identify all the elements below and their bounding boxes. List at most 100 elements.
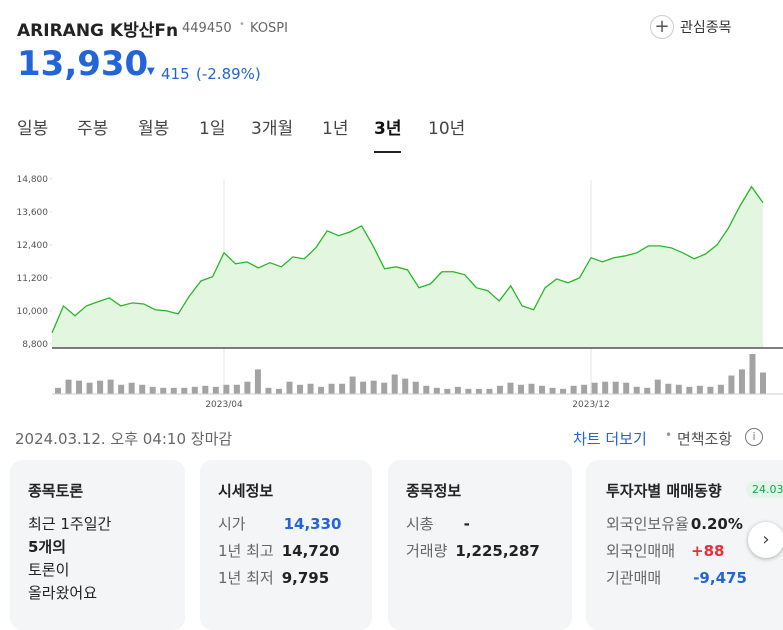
label: 시총 — [406, 515, 434, 533]
volume-bar — [528, 383, 535, 394]
card-title: 시세정보 — [218, 482, 274, 500]
row: 1년 최저 9,795 — [218, 567, 329, 588]
volume-bar — [244, 381, 251, 394]
volume-bar — [254, 369, 261, 394]
text: 5개의 — [28, 538, 67, 556]
volume-bar — [738, 369, 745, 394]
volume-bar — [160, 387, 167, 394]
volume-bar — [65, 379, 72, 394]
volume-bar — [349, 376, 356, 394]
row: 외국인매매 +88 — [606, 540, 724, 561]
info-icon[interactable]: i — [745, 428, 763, 446]
volume-bar — [760, 372, 766, 394]
tab[interactable]: 3년 — [374, 114, 402, 153]
stock-name: ARIRANG K방산Fn — [17, 21, 179, 41]
tab[interactable]: 월봉 — [138, 119, 170, 139]
label: 외국인매매 — [606, 542, 676, 560]
next-button[interactable]: › — [748, 522, 783, 558]
volume-bar — [602, 381, 609, 394]
volume-bar — [717, 384, 724, 394]
quote-card[interactable]: 시세정보 시가 14,330 1년 최고 14,720 1년 최저 9,795 — [200, 460, 372, 630]
volume-bar — [433, 387, 440, 394]
volume-bar — [328, 383, 335, 394]
volume-bar — [507, 382, 514, 394]
volume-bar — [686, 386, 693, 394]
y-tick-label: 8,800 — [22, 340, 48, 350]
row: 거래량 1,225,287 — [406, 540, 540, 561]
volume-bar — [581, 384, 588, 394]
volume-bar — [118, 384, 125, 394]
label: 1년 최고 — [218, 542, 274, 560]
row: 외국인보유율 0.20% — [606, 513, 743, 534]
volume-bar — [707, 386, 714, 394]
tab[interactable]: 1일 — [199, 119, 226, 139]
volume-bar — [391, 374, 398, 394]
volume-bar — [454, 386, 461, 394]
time: 2024.03.12. 오후 04:10 장마감 — [15, 430, 233, 448]
sep: • — [665, 428, 673, 442]
volume-bar — [402, 378, 409, 394]
tab[interactable]: 10년 — [428, 119, 466, 139]
tab[interactable]: 3개월 — [251, 119, 294, 139]
volume-bar — [444, 388, 451, 394]
tab[interactable]: 일봉 — [17, 119, 49, 139]
volume-bar — [749, 354, 756, 394]
disclaimer[interactable]: 면책조항 — [677, 430, 733, 448]
value: -9,475 — [693, 569, 747, 587]
y-tick-label: 12,400 — [17, 241, 49, 251]
label: 시가 — [218, 515, 246, 533]
more-link[interactable]: 차트 더보기 — [573, 430, 647, 448]
volume-bar — [360, 381, 367, 394]
price-line — [51, 185, 764, 334]
value: +88 — [691, 542, 725, 560]
discussion-card[interactable]: 종목토론 최근 1주일간 5개의 토론이 올라왔어요 — [10, 460, 185, 630]
card-title: 종목토론 — [28, 482, 84, 500]
tab[interactable]: 주봉 — [77, 119, 109, 139]
volume-bar — [170, 387, 177, 394]
volume-bar — [181, 387, 188, 394]
row: 기관매매 -9,475 — [606, 567, 747, 588]
plus-icon[interactable]: + — [650, 15, 674, 39]
label: 1년 최저 — [218, 569, 274, 587]
value: 9,795 — [281, 569, 330, 587]
volume-bar — [233, 384, 240, 394]
volume-bar — [370, 380, 377, 394]
y-tick-label: 11,200 — [17, 274, 49, 284]
value: - — [463, 515, 470, 533]
change: 415 — [161, 65, 190, 83]
card-title: 투자자별 매매동향 — [606, 482, 722, 500]
volume-bar — [223, 384, 230, 394]
text: 토론이 — [28, 561, 70, 579]
volume-bar — [265, 387, 272, 394]
change-pct: (-2.89%) — [196, 65, 261, 83]
card-title: 종목정보 — [406, 482, 462, 500]
chart: 2023/04 2023/12 8,800 10,000 11,200 12,400 13,… — [17, 175, 783, 410]
volume-bar — [307, 383, 314, 394]
market: KOSPI — [250, 21, 288, 36]
y-tick-label: 14,800 — [17, 175, 49, 185]
x-tick-label: 2023/12 — [572, 400, 609, 410]
volume-bar — [486, 388, 493, 394]
label: 거래량 — [406, 542, 448, 560]
volume-bar — [286, 381, 293, 394]
volume-bar — [381, 382, 388, 394]
page: ARIRANG K방산Fn 449450 • KOSPI + 관심종목 13,9… — [10, 15, 783, 630]
text: 최근 1주일간 — [28, 515, 112, 533]
x-tick-label: 2023/04 — [205, 400, 243, 410]
volume-bar — [465, 388, 472, 394]
volume-bar — [139, 384, 146, 394]
volume-bar — [633, 386, 640, 394]
stock-code: 449450 — [182, 21, 232, 36]
volume-bar — [675, 384, 682, 394]
volume-bar — [107, 379, 114, 394]
tab[interactable]: 1년 — [322, 119, 349, 139]
info-card[interactable]: 종목정보 시총 - 거래량 1,225,287 — [388, 460, 572, 630]
volume-bar — [212, 386, 219, 394]
price: 13,930 — [17, 44, 149, 84]
volume-bar — [128, 382, 135, 394]
watch-button[interactable]: 관심종목 — [680, 20, 732, 36]
volume-bar — [339, 383, 346, 394]
volume-bar — [517, 384, 524, 394]
volume-bar — [539, 385, 546, 394]
value: 14,720 — [281, 542, 340, 560]
